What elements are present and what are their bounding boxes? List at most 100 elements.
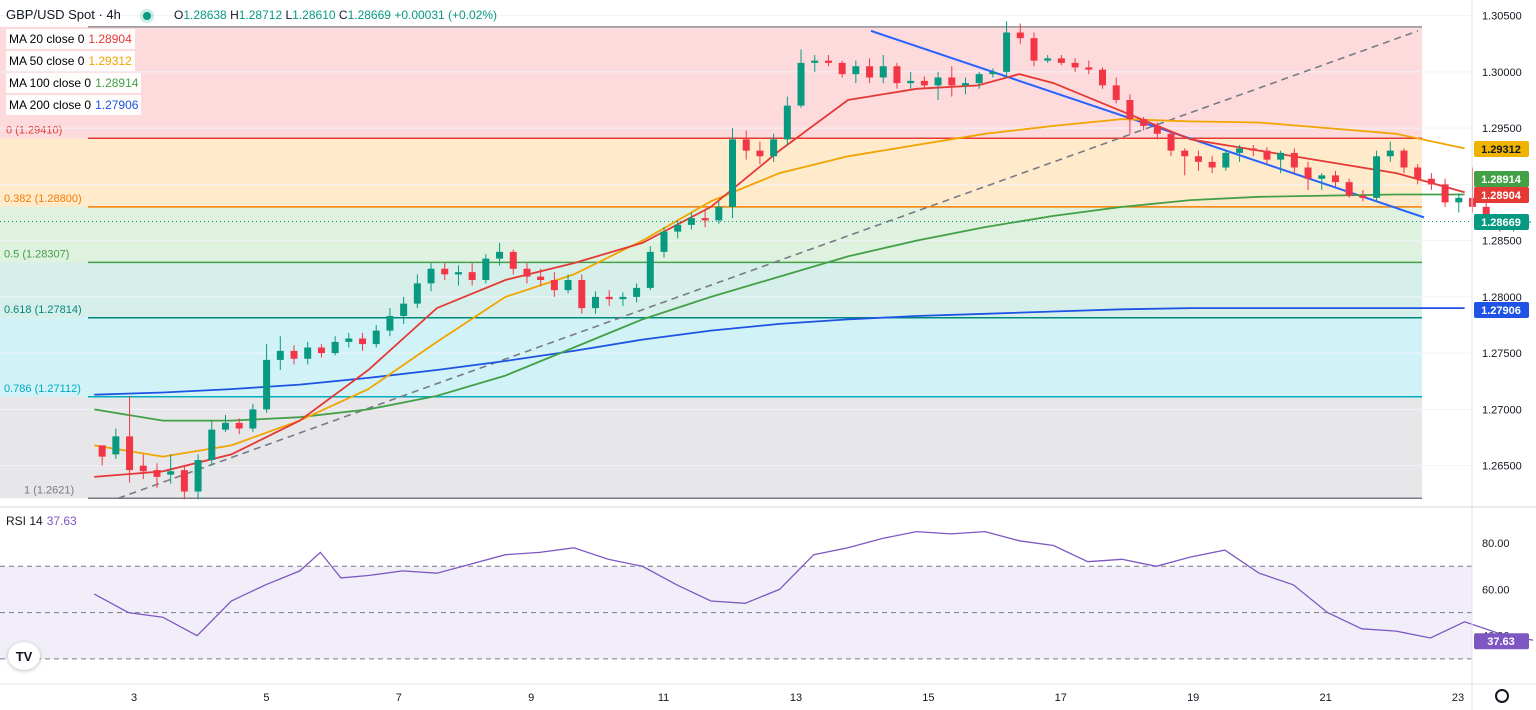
candle (386, 308, 394, 337)
ma50-value: 1.29312 (88, 54, 132, 68)
candle (1044, 55, 1052, 63)
candle (948, 66, 956, 97)
candle-body (208, 429, 216, 460)
candle-body (454, 272, 462, 275)
candle (1304, 161, 1312, 190)
candle-body (1304, 167, 1312, 179)
price-tick-label: 1.30500 (1482, 11, 1522, 23)
logo-text: TV (15, 648, 33, 664)
price-tick-label: 1.27500 (1482, 348, 1522, 360)
candle-body (1222, 152, 1230, 168)
price-tag-label: 1.28904 (1481, 190, 1522, 202)
candle-body (413, 283, 421, 304)
ma100-value: 1.28914 (95, 76, 139, 90)
rsi-line (93, 530, 1534, 641)
price-tag-label: 1.28669 (1481, 217, 1521, 229)
price-tag-bg (1474, 141, 1529, 157)
fib-zone (0, 317, 1422, 397)
candle (975, 71, 983, 89)
candle-body (770, 139, 778, 157)
candle-body (290, 350, 298, 359)
candle-body (591, 296, 599, 309)
candle (687, 212, 695, 230)
candle (509, 249, 517, 275)
price-tag-label: 1.28914 (1481, 174, 1522, 186)
candle (605, 290, 613, 306)
candle (263, 344, 271, 413)
candle-body (1441, 184, 1449, 203)
legend-ma100[interactable]: MA 100 close 0 1.28914 (6, 73, 142, 93)
candle-body (1126, 100, 1134, 120)
ma20-label: MA 20 close 0 (9, 32, 85, 46)
candle-body (1386, 150, 1394, 157)
legend-ma20[interactable]: MA 20 close 0 1.28904 (6, 29, 135, 49)
rsi-label: RSI 14 (6, 514, 43, 528)
candle (276, 336, 284, 370)
candle-body (646, 251, 654, 288)
symbol-label[interactable]: GBP/USD Spot · 4h (6, 7, 121, 22)
candle (139, 454, 147, 480)
candle-body (783, 105, 791, 140)
candle-body (1455, 197, 1463, 203)
candle (1331, 170, 1339, 187)
candle-body (1290, 152, 1298, 168)
time-tick-label: 23 (1452, 692, 1464, 704)
symbol-title[interactable]: GBP/USD Spot · 4h (6, 6, 151, 24)
candle (180, 465, 188, 500)
candle-body (167, 471, 175, 475)
candle-body (482, 258, 490, 280)
candle-body (633, 287, 641, 297)
ma20-value: 1.28904 (88, 32, 132, 46)
candle-body (1181, 150, 1189, 157)
candle-body (660, 231, 668, 252)
candle-body (1236, 148, 1244, 153)
candle-body (1044, 58, 1052, 61)
legend-ma50[interactable]: MA 50 close 0 1.29312 (6, 51, 135, 71)
price-tag-label: 1.27906 (1481, 305, 1521, 317)
low-value: 1.28610 (292, 8, 336, 22)
rising-dashed-trendline (117, 30, 1419, 500)
ma20-line (94, 73, 1465, 478)
trend-lines[interactable] (117, 29, 1425, 500)
candle-body (907, 80, 915, 84)
settings-gear-icon[interactable] (1495, 689, 1509, 703)
candle (934, 71, 942, 100)
ma100-label: MA 100 close 0 (9, 76, 92, 90)
candle (304, 341, 312, 365)
candle (1099, 67, 1107, 89)
candle-body (1140, 119, 1148, 126)
time-tick-label: 5 (263, 692, 269, 704)
candle (1318, 173, 1326, 190)
candle (1057, 55, 1065, 66)
candle-body (1153, 125, 1161, 134)
candle-body (1167, 133, 1175, 151)
candle-body (989, 71, 997, 75)
candle (756, 141, 764, 165)
rsi-legend[interactable]: RSI 14 37.63 (6, 512, 77, 530)
fib-zone (0, 262, 1422, 318)
price-tags: 1.29312 1.28914 1.28904 1.28669 1.27906 37.63 (1474, 141, 1529, 650)
candle (1400, 148, 1408, 174)
candle (783, 96, 791, 145)
candle-body (920, 80, 928, 86)
legend-ma200[interactable]: MA 200 close 0 1.27906 (6, 95, 142, 115)
price-tag: 1.29312 (1474, 141, 1529, 157)
price-tag-bg (1474, 171, 1529, 187)
candle (345, 332, 353, 348)
candle-body (1003, 32, 1011, 72)
tradingview-logo[interactable]: TV (8, 642, 40, 670)
candle-body (701, 218, 709, 221)
candle (1153, 122, 1161, 140)
fibonacci-retracement[interactable]: 0 (1.29410) 0.382 (1.28800) 0.5 (1.28307) 0… (0, 26, 1422, 499)
candle (701, 209, 709, 228)
candle-body (1414, 167, 1422, 179)
candle (920, 76, 928, 89)
fib-label: 0.5 (1.28307) (4, 248, 69, 260)
candle (633, 283, 641, 303)
price-tag: 1.28669 (1474, 214, 1529, 230)
market-status-icon (142, 11, 151, 20)
price-tag: 1.28914 (1474, 171, 1529, 187)
candle-body (824, 60, 832, 63)
rsi-price-tag: 37.63 (1474, 633, 1529, 650)
